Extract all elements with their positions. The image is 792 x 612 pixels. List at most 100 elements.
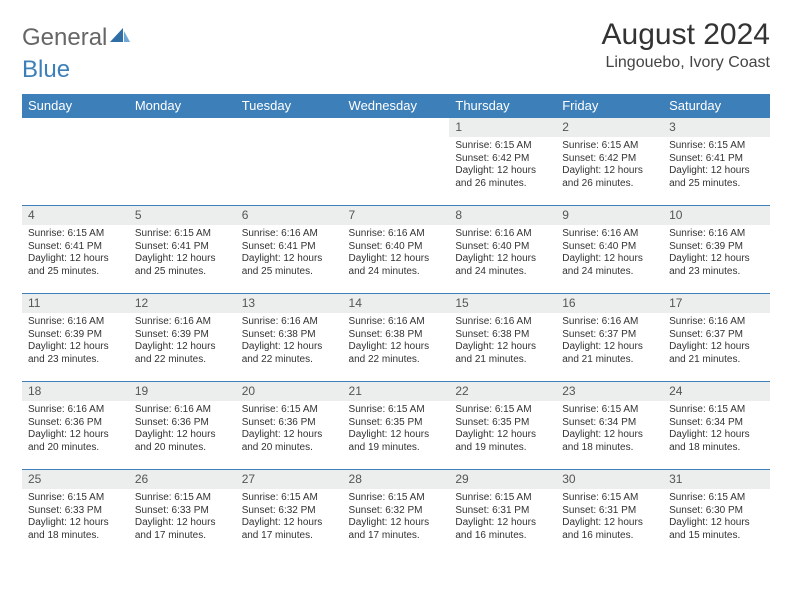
calendar-day-cell: 29Sunrise: 6:15 AMSunset: 6:31 PMDayligh… — [449, 470, 556, 558]
day-detail-line: Sunrise: 6:16 AM — [349, 228, 444, 241]
day-details: Sunrise: 6:15 AMSunset: 6:30 PMDaylight:… — [663, 489, 770, 546]
day-detail-line: Daylight: 12 hours — [28, 341, 123, 354]
calendar-day-cell — [343, 118, 450, 206]
day-detail-line: Daylight: 12 hours — [562, 341, 657, 354]
day-detail-line: and 25 minutes. — [135, 266, 230, 279]
calendar-day-cell: 31Sunrise: 6:15 AMSunset: 6:30 PMDayligh… — [663, 470, 770, 558]
calendar-day-cell: 25Sunrise: 6:15 AMSunset: 6:33 PMDayligh… — [22, 470, 129, 558]
day-number: 16 — [556, 294, 663, 313]
day-detail-line: Sunrise: 6:15 AM — [349, 404, 444, 417]
day-detail-line: Sunset: 6:42 PM — [562, 153, 657, 166]
calendar-day-cell: 23Sunrise: 6:15 AMSunset: 6:34 PMDayligh… — [556, 382, 663, 470]
day-number: 11 — [22, 294, 129, 313]
day-detail-line: and 26 minutes. — [562, 178, 657, 191]
day-detail-line: Sunrise: 6:16 AM — [242, 316, 337, 329]
calendar-body: 1Sunrise: 6:15 AMSunset: 6:42 PMDaylight… — [22, 118, 770, 558]
day-detail-line: and 17 minutes. — [349, 530, 444, 543]
day-detail-line: Daylight: 12 hours — [349, 341, 444, 354]
day-details — [22, 137, 129, 144]
day-detail-line: Sunrise: 6:16 AM — [562, 228, 657, 241]
day-detail-line: Sunset: 6:34 PM — [669, 417, 764, 430]
day-detail-line: Daylight: 12 hours — [349, 429, 444, 442]
day-detail-line: Daylight: 12 hours — [135, 517, 230, 530]
day-detail-line: and 23 minutes. — [669, 266, 764, 279]
calendar-day-cell: 24Sunrise: 6:15 AMSunset: 6:34 PMDayligh… — [663, 382, 770, 470]
calendar-day-cell: 14Sunrise: 6:16 AMSunset: 6:38 PMDayligh… — [343, 294, 450, 382]
day-detail-line: and 16 minutes. — [455, 530, 550, 543]
day-detail-line: Sunset: 6:30 PM — [669, 505, 764, 518]
day-detail-line: Daylight: 12 hours — [562, 165, 657, 178]
logo-word-2: Blue — [22, 56, 70, 83]
calendar-day-cell: 28Sunrise: 6:15 AMSunset: 6:32 PMDayligh… — [343, 470, 450, 558]
day-details: Sunrise: 6:16 AMSunset: 6:36 PMDaylight:… — [22, 401, 129, 458]
calendar-day-cell: 5Sunrise: 6:15 AMSunset: 6:41 PMDaylight… — [129, 206, 236, 294]
day-detail-line: Daylight: 12 hours — [135, 253, 230, 266]
day-number — [22, 118, 129, 137]
day-detail-line: Sunrise: 6:16 AM — [28, 316, 123, 329]
day-details: Sunrise: 6:16 AMSunset: 6:38 PMDaylight:… — [449, 313, 556, 370]
day-detail-line: Daylight: 12 hours — [562, 429, 657, 442]
day-detail-line: Sunset: 6:37 PM — [562, 329, 657, 342]
day-detail-line: Sunrise: 6:15 AM — [562, 492, 657, 505]
calendar-day-cell — [129, 118, 236, 206]
calendar-day-cell: 10Sunrise: 6:16 AMSunset: 6:39 PMDayligh… — [663, 206, 770, 294]
day-detail-line: Daylight: 12 hours — [669, 429, 764, 442]
day-detail-line: Sunset: 6:33 PM — [28, 505, 123, 518]
day-detail-line: and 25 minutes. — [28, 266, 123, 279]
calendar-day-cell: 2Sunrise: 6:15 AMSunset: 6:42 PMDaylight… — [556, 118, 663, 206]
calendar-day-cell: 15Sunrise: 6:16 AMSunset: 6:38 PMDayligh… — [449, 294, 556, 382]
calendar-table: SundayMondayTuesdayWednesdayThursdayFrid… — [22, 94, 770, 558]
day-number: 24 — [663, 382, 770, 401]
day-detail-line: Sunrise: 6:15 AM — [135, 228, 230, 241]
day-detail-line: Daylight: 12 hours — [669, 165, 764, 178]
day-detail-line: Sunrise: 6:15 AM — [455, 404, 550, 417]
day-detail-line: and 19 minutes. — [455, 442, 550, 455]
day-detail-line: and 17 minutes. — [242, 530, 337, 543]
day-detail-line: Daylight: 12 hours — [455, 517, 550, 530]
day-number: 5 — [129, 206, 236, 225]
day-detail-line: Sunset: 6:33 PM — [135, 505, 230, 518]
day-details: Sunrise: 6:16 AMSunset: 6:40 PMDaylight:… — [556, 225, 663, 282]
day-detail-line: Daylight: 12 hours — [455, 165, 550, 178]
calendar-day-cell: 20Sunrise: 6:15 AMSunset: 6:36 PMDayligh… — [236, 382, 343, 470]
day-detail-line: Sunrise: 6:15 AM — [455, 492, 550, 505]
day-detail-line: Sunset: 6:37 PM — [669, 329, 764, 342]
day-details — [343, 137, 450, 144]
day-detail-line: Sunset: 6:41 PM — [28, 241, 123, 254]
day-detail-line: Sunset: 6:39 PM — [669, 241, 764, 254]
day-detail-line: and 16 minutes. — [562, 530, 657, 543]
day-detail-line: Sunrise: 6:16 AM — [455, 228, 550, 241]
day-detail-line: Sunrise: 6:15 AM — [455, 140, 550, 153]
day-number: 23 — [556, 382, 663, 401]
day-detail-line: Sunrise: 6:16 AM — [242, 228, 337, 241]
day-detail-line: Daylight: 12 hours — [242, 517, 337, 530]
day-detail-line: Sunrise: 6:16 AM — [135, 404, 230, 417]
day-detail-line: Daylight: 12 hours — [669, 253, 764, 266]
day-detail-line: and 25 minutes. — [669, 178, 764, 191]
day-detail-line: Sunrise: 6:15 AM — [242, 492, 337, 505]
day-detail-line: and 24 minutes. — [562, 266, 657, 279]
day-detail-line: Daylight: 12 hours — [28, 253, 123, 266]
day-detail-line: Daylight: 12 hours — [349, 253, 444, 266]
day-number: 7 — [343, 206, 450, 225]
calendar-day-cell — [236, 118, 343, 206]
day-detail-line: and 21 minutes. — [455, 354, 550, 367]
day-detail-line: Sunrise: 6:16 AM — [669, 316, 764, 329]
weekday-header: Tuesday — [236, 94, 343, 118]
day-number: 13 — [236, 294, 343, 313]
day-detail-line: Sunrise: 6:15 AM — [349, 492, 444, 505]
day-detail-line: Sunrise: 6:15 AM — [562, 404, 657, 417]
weekday-header-row: SundayMondayTuesdayWednesdayThursdayFrid… — [22, 94, 770, 118]
day-details: Sunrise: 6:15 AMSunset: 6:35 PMDaylight:… — [449, 401, 556, 458]
day-detail-line: Sunset: 6:31 PM — [455, 505, 550, 518]
calendar-day-cell: 18Sunrise: 6:16 AMSunset: 6:36 PMDayligh… — [22, 382, 129, 470]
calendar-day-cell: 17Sunrise: 6:16 AMSunset: 6:37 PMDayligh… — [663, 294, 770, 382]
day-details: Sunrise: 6:15 AMSunset: 6:36 PMDaylight:… — [236, 401, 343, 458]
calendar-day-cell — [22, 118, 129, 206]
day-detail-line: Sunrise: 6:15 AM — [669, 492, 764, 505]
day-number: 15 — [449, 294, 556, 313]
day-detail-line: and 20 minutes. — [28, 442, 123, 455]
day-number: 30 — [556, 470, 663, 489]
day-detail-line: Sunset: 6:35 PM — [349, 417, 444, 430]
day-details: Sunrise: 6:15 AMSunset: 6:31 PMDaylight:… — [556, 489, 663, 546]
